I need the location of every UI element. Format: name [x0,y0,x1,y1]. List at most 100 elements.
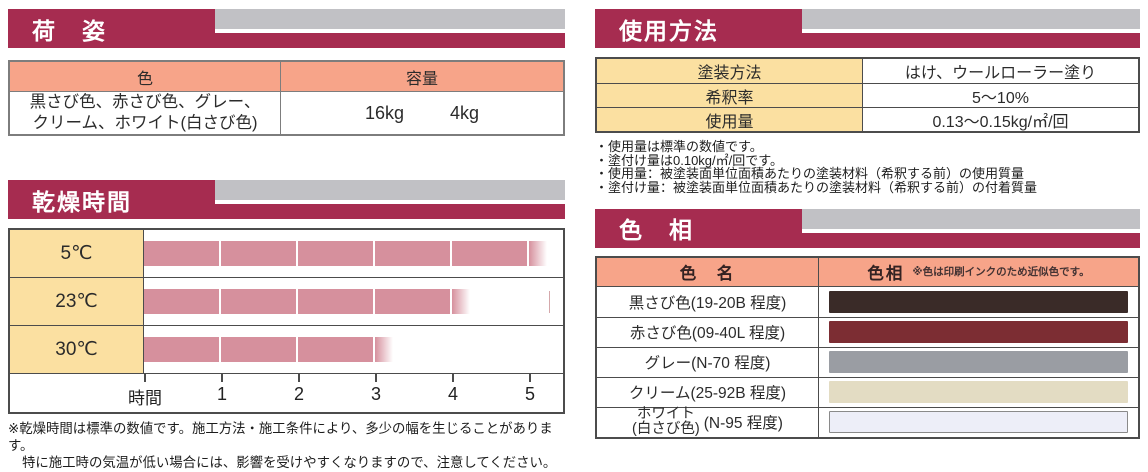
color-name-cell: クリーム(25-92B 程度) [597,377,819,407]
temperature-label: 30℃ [10,326,144,373]
header-decoration-bands [215,9,565,48]
bar-fade [375,337,393,362]
packaging-color-column-header: 色 [136,70,153,88]
drying-time-chart: 5℃ 23℃ 30℃ 時間 1 2 3 4 5 [8,228,565,414]
drying-footnote: ※乾燥時間は標準の数値です。施工方法・施工条件により、多少の幅を生じることがあり… [8,421,565,472]
bar-segment [298,241,375,266]
color-name-label: 黒さび色(19-20B 程度) [628,294,787,312]
color-name-line: ホワイト [636,405,695,422]
usage-row-method: 塗装方法 はけ、ウールローラー塗り [597,59,1138,83]
right-column: 使用方法 塗装方法 はけ、ウールローラー塗り 希釈率 5〜10% 使用量 0.1… [595,9,1140,439]
axis-tick [452,374,454,382]
bar-segment [144,289,221,314]
chart-plot [144,326,563,373]
color-swatch [829,321,1128,344]
gray-band [802,9,1140,29]
color-swatch [829,411,1128,434]
color-row: 黒さび色(19-20B 程度) [597,286,1138,317]
color-name-label: クリーム(25-92B 程度) [628,385,787,403]
drying-bar [144,289,470,314]
drying-chart-axis-inner: 時間 1 2 3 4 5 [128,374,563,411]
left-column: 荷 姿 色 容量 黒さび色、赤さび色、グレー、 クリーム、ホワイト(白さび色) … [8,9,565,472]
capacity-value: 16kg [364,102,404,123]
crimson-band [802,33,1140,48]
packaging-table-header-row: 色 容量 [10,62,563,91]
chart-row: 23℃ [10,278,563,326]
packaging-title: 荷 姿 [8,9,215,48]
header-decoration-bands [802,9,1140,48]
usage-note: ・塗付け量：被塗装面単位面積あたりの塗装材料（希釈する前）の付着質量 [595,179,1038,195]
axis-tick-label: 2 [293,384,305,404]
chart-plot [144,278,563,325]
bar-segment [221,289,298,314]
crimson-band [215,33,565,48]
gray-band [215,9,565,29]
hue-table-body: 黒さび色(19-20B 程度) 赤さび色(09-40L 程度) グレー(N-70 程… [597,286,1138,438]
hue-print-disclaimer: ※色は印刷インクのため近似色です。 [912,266,1090,279]
bar-segment [221,241,298,266]
usage-table: 塗装方法 はけ、ウールローラー塗り 希釈率 5〜10% 使用量 0.13〜0.1… [595,57,1140,133]
chart-row: 5℃ [10,230,563,278]
bar-segment [221,337,298,362]
color-swatch [829,351,1128,374]
color-name-cell: グレー(N-70 程度) [597,347,819,377]
temperature-label: 5℃ [10,230,144,277]
bar-fade [452,289,470,314]
crimson-band [215,204,565,219]
color-swatch-cell [819,318,1138,347]
color-swatch-cell [819,408,1138,437]
color-name-cell: 赤さび色(09-40L 程度) [597,317,819,347]
header-decoration-bands [215,180,565,219]
axis-tick-label: 5 [524,384,536,404]
drying-chart-rows: 5℃ 23℃ 30℃ [10,230,563,374]
bar-segment [452,241,529,266]
packaging-table-body-row: 黒さび色、赤さび色、グレー、 クリーム、ホワイト(白さび色) 16kg 4kg [10,91,563,134]
packaging-colors-line2: クリーム、ホワイト(白さび色) [32,114,258,132]
band-gap [215,200,565,204]
color-row: ホワイト (白さび色) (N-95 程度) [597,405,1138,438]
bar-fade [529,241,547,266]
usage-notes: ・使用量は標準の数値です。 ・塗付け量は0.10kg/㎡/回です。 ・使用量：被… [595,140,1140,195]
color-name-line: (白さび色) [632,421,700,438]
hue-section-header: 色 相 [595,208,1140,248]
axis-tick-label: 3 [370,384,382,404]
usage-amount-value: 0.13〜0.15kg/㎡/回 [863,108,1138,131]
drying-bar [144,337,393,362]
chart-row: 30℃ [10,326,563,374]
packaging-table: 色 容量 黒さび色、赤さび色、グレー、 クリーム、ホワイト(白さび色) 16kg… [8,60,565,136]
gray-band [802,208,1140,229]
scan-artifact-mark [548,291,550,313]
color-name-label: グレー(N-70 程度) [644,355,771,373]
packaging-colors-line1: 黒さび色、赤さび色、グレー、 [29,92,261,111]
usage-section-header: 使用方法 [595,9,1140,48]
temperature-label: 23℃ [10,278,144,325]
axis-tick [529,374,531,382]
packaging-colors-cell: 黒さび色、赤さび色、グレー、 クリーム、ホワイト(白さび色) [10,92,280,134]
usage-method-value: はけ、ウールローラー塗り [863,59,1138,83]
color-swatch-cell [819,287,1138,317]
bar-segment [375,289,452,314]
axis-tick [221,374,223,382]
usage-row-dilution: 希釈率 5〜10% [597,83,1138,107]
drying-bar [144,241,547,266]
hue-table: 色 名 色相 ※色は印刷インクのため近似色です。 黒さび色(19-20B 程度)… [595,255,1140,439]
packaging-capacity-column-header: 容量 [280,62,563,91]
bar-segment [298,289,375,314]
bar-segment [298,337,375,362]
color-row: クリーム(25-92B 程度) [597,376,1138,407]
usage-title: 使用方法 [595,9,802,48]
hue-swatch-column-header: 色相 ※色は印刷インクのため近似色です。 [819,258,1138,286]
packaging-section-header: 荷 姿 [8,9,565,48]
capacity-value: 4kg [450,102,480,123]
color-swatch [829,290,1128,313]
usage-note: ・使用量は標準の数値です。 [595,139,763,154]
bar-segment [144,337,221,362]
axis-tick-label: 1 [216,384,228,404]
bar-segment [144,241,221,266]
axis-tick [298,374,300,382]
drying-footnote-line2: 特に施工時の気温が低い場合には、影響を受けやすくなりますので、注意してください。 [22,454,557,470]
color-name-cell: ホワイト (白さび色) (N-95 程度) [597,405,819,438]
band-gap [215,29,565,33]
color-swatch [829,381,1128,404]
gray-band [215,180,565,200]
